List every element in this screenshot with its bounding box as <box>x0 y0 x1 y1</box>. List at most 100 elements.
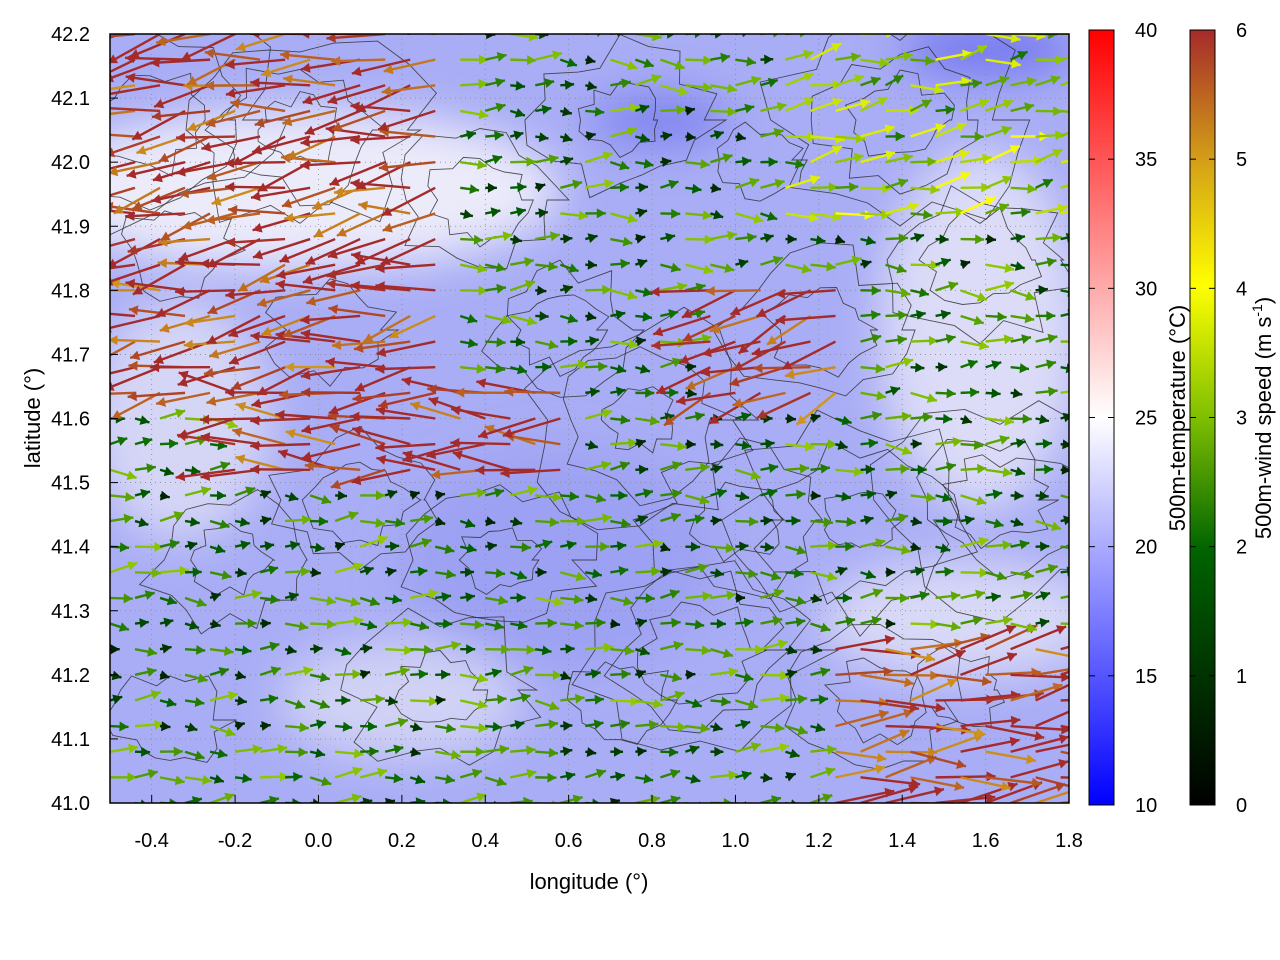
wind-arrow <box>735 541 749 552</box>
wind-arrow-shaft <box>110 161 136 170</box>
wind-arrow-head <box>1036 34 1046 41</box>
wind-arrow <box>634 74 662 87</box>
wind-arrow-head <box>166 595 177 606</box>
wind-arrow-head <box>403 617 413 628</box>
wind-arrow <box>685 82 713 93</box>
wind-arrow <box>985 311 1007 322</box>
wind-arrow-head <box>954 781 965 791</box>
wind-arrow <box>234 773 252 784</box>
wind-arrow <box>735 212 764 224</box>
wind-arrow-head <box>261 721 271 731</box>
wind-arrow-shaft <box>1010 735 1069 753</box>
wind-arrow-head <box>622 236 633 247</box>
wind-arrow <box>460 592 476 603</box>
wind-arrow-head <box>152 172 163 183</box>
wind-arrow-head <box>671 208 681 219</box>
wind-arrow-head <box>251 589 262 600</box>
wind-arrow-head <box>147 646 157 657</box>
wind-arrow <box>835 593 852 603</box>
wind-arrow-shaft <box>375 408 436 420</box>
wind-arrow-head <box>486 34 496 40</box>
wind-arrow <box>159 697 177 708</box>
temperature_colorbar-tick-label: 35 <box>1135 149 1157 171</box>
wind-arrow-head <box>615 386 626 397</box>
wind-arrow <box>710 648 734 659</box>
wind-arrow-head <box>1004 280 1014 290</box>
wind-arrow <box>158 135 211 163</box>
wind-arrow <box>284 540 300 551</box>
wind-arrow <box>237 263 286 293</box>
wind-arrow-head <box>700 159 710 169</box>
wind-arrow-head <box>627 60 638 71</box>
wind-arrow-head <box>841 415 852 426</box>
wind-arrow <box>234 589 262 600</box>
wind-arrow <box>809 145 843 164</box>
wind-arrow <box>610 103 640 113</box>
wind-arrow <box>375 442 436 453</box>
y-tick-label: 41.3 <box>51 601 90 623</box>
wind-arrow-head <box>476 378 487 389</box>
wind-arrow-head <box>897 178 908 188</box>
wind-arrow-head <box>386 567 397 577</box>
wind-arrow <box>1035 148 1063 164</box>
wind-arrow <box>285 798 302 803</box>
wind-arrow-shaft <box>375 263 436 271</box>
wind-arrow-head <box>985 792 996 803</box>
wind-arrow-shaft <box>200 417 261 421</box>
wind-arrow-head <box>912 439 922 449</box>
wind-arrow-head <box>795 617 806 627</box>
wind-arrow <box>136 135 186 155</box>
wind-arrow-shaft <box>304 109 361 135</box>
wind-arrow <box>285 428 336 446</box>
wind-arrow <box>785 463 810 474</box>
wind-arrow <box>835 255 862 266</box>
contour-line <box>566 661 679 745</box>
wind-arrow <box>110 721 129 732</box>
wind-arrow <box>326 263 386 280</box>
wind-arrow <box>485 620 505 631</box>
wind-arrow-head <box>426 449 437 460</box>
wind-arrow <box>110 743 139 754</box>
wind-arrow <box>634 58 654 68</box>
wind-arrow-head <box>1025 291 1036 301</box>
wind-arrow-head <box>210 619 221 629</box>
wind-arrow-head <box>431 469 441 480</box>
wind-arrow <box>685 411 705 422</box>
wind-arrow-head <box>803 49 814 60</box>
wind-arrow-head <box>225 727 236 737</box>
wind-arrow-shaft <box>150 58 211 65</box>
wind-arrow-head <box>252 744 263 755</box>
wind-arrow-head <box>423 644 434 655</box>
wind-arrow <box>110 492 135 502</box>
wind-arrow <box>835 516 856 527</box>
wind-arrow <box>609 160 630 171</box>
wind-arrow-shaft <box>256 289 311 307</box>
wind-arrow <box>1060 363 1069 374</box>
wind-arrow <box>383 58 436 75</box>
wind-arrow <box>910 391 938 403</box>
wind-arrow-head <box>169 539 180 550</box>
wind-arrow-head <box>975 727 986 738</box>
wind-arrow-head <box>740 719 751 730</box>
wind-arrow <box>635 287 653 297</box>
wind-arrow-head <box>183 339 194 350</box>
wind-arrow <box>960 234 985 245</box>
wind-arrow-head <box>487 541 497 552</box>
wind-arrow-shaft <box>329 161 386 186</box>
wind-arrow <box>735 232 757 243</box>
y-tick-label: 41.4 <box>51 537 90 559</box>
wind-arrow <box>660 441 687 452</box>
wind-arrow <box>1010 438 1026 448</box>
wind-arrow-head <box>1079 337 1088 347</box>
wind-arrow <box>535 311 549 322</box>
wind-arrow <box>810 463 831 474</box>
wind-arrow-head <box>1022 590 1033 601</box>
wind-arrow-head <box>548 339 559 350</box>
wind-arrow-shaft <box>151 109 211 119</box>
wind-arrow-head <box>1010 715 1021 726</box>
x-tick-label: -0.2 <box>218 830 252 852</box>
wind-arrow <box>184 516 200 527</box>
wind-arrow-head <box>602 151 613 161</box>
wind-arrow-shaft <box>652 314 711 336</box>
